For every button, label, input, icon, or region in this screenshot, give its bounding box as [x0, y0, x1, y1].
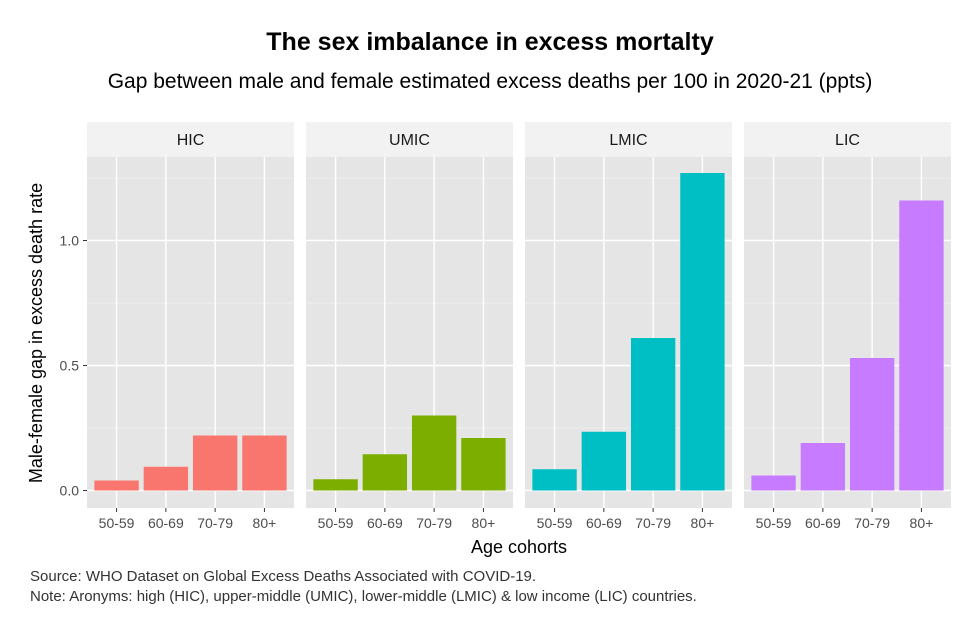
y-tick-label: 1.0	[60, 233, 80, 249]
bar-lic-80+	[899, 200, 944, 491]
x-tick-label: 80+	[691, 515, 715, 531]
bar-hic-80+	[242, 435, 287, 491]
chart-title: The sex imbalance in excess mortalty	[266, 28, 714, 56]
bar-lic-50-59	[751, 475, 796, 491]
bar-umic-50-59	[313, 479, 358, 491]
facet-strip	[525, 122, 732, 157]
x-tick-label: 80+	[253, 515, 277, 531]
x-tick-label: 50-59	[99, 515, 135, 531]
x-tick-label: 60-69	[148, 515, 184, 531]
facet-label-hic: HIC	[177, 132, 205, 149]
y-tick-label: 0.5	[60, 358, 80, 374]
bar-lmic-60-69	[581, 431, 627, 491]
note-caption: Note: Aronyms: high (HIC), upper-middle …	[30, 588, 697, 605]
y-tick-label: 0.0	[60, 483, 80, 499]
bar-lic-70-79	[849, 358, 895, 491]
x-tick-label: 80+	[472, 515, 496, 531]
x-tick-label: 50-59	[318, 515, 354, 531]
bar-lic-60-69	[800, 443, 846, 491]
source-caption: Source: WHO Dataset on Global Excess Dea…	[30, 568, 537, 585]
facet-label-lmic: LMIC	[609, 132, 647, 149]
x-axis-title: Age cohorts	[471, 537, 567, 557]
x-tick-label: 80+	[910, 515, 934, 531]
x-tick-label: 70-79	[854, 515, 890, 531]
x-tick-label: 50-59	[756, 515, 792, 531]
bar-hic-60-69	[143, 466, 189, 491]
bar-hic-50-59	[94, 480, 139, 491]
bar-hic-70-79	[192, 435, 238, 491]
x-tick-label: 70-79	[416, 515, 452, 531]
faceted-bar-chart: 0.0 0.5 1.0 HIC 50-59 60-69 70-79 80+ UMIC 50-59 6…	[26, 122, 951, 557]
x-tick-label: 60-69	[586, 515, 622, 531]
bar-umic-70-79	[411, 415, 457, 491]
x-tick-label: 60-69	[367, 515, 403, 531]
facet-label-lic: LIC	[835, 132, 860, 149]
chart-subtitle: Gap between male and female estimated ex…	[107, 70, 873, 93]
bar-lmic-50-59	[532, 469, 577, 491]
bar-umic-60-69	[362, 454, 408, 491]
x-tick-label: 60-69	[805, 515, 841, 531]
bar-lmic-80+	[680, 173, 725, 491]
bar-lmic-70-79	[630, 338, 676, 491]
facet-label-umic: UMIC	[389, 132, 430, 149]
facet-strip	[744, 122, 951, 157]
x-tick-label: 70-79	[197, 515, 233, 531]
bar-umic-80+	[461, 438, 506, 491]
y-axis-title: Male-female gap in excess death rate	[26, 183, 46, 483]
facet-strip	[87, 122, 294, 157]
facet-strip	[306, 122, 513, 157]
x-tick-label: 70-79	[635, 515, 671, 531]
x-tick-label: 50-59	[537, 515, 573, 531]
